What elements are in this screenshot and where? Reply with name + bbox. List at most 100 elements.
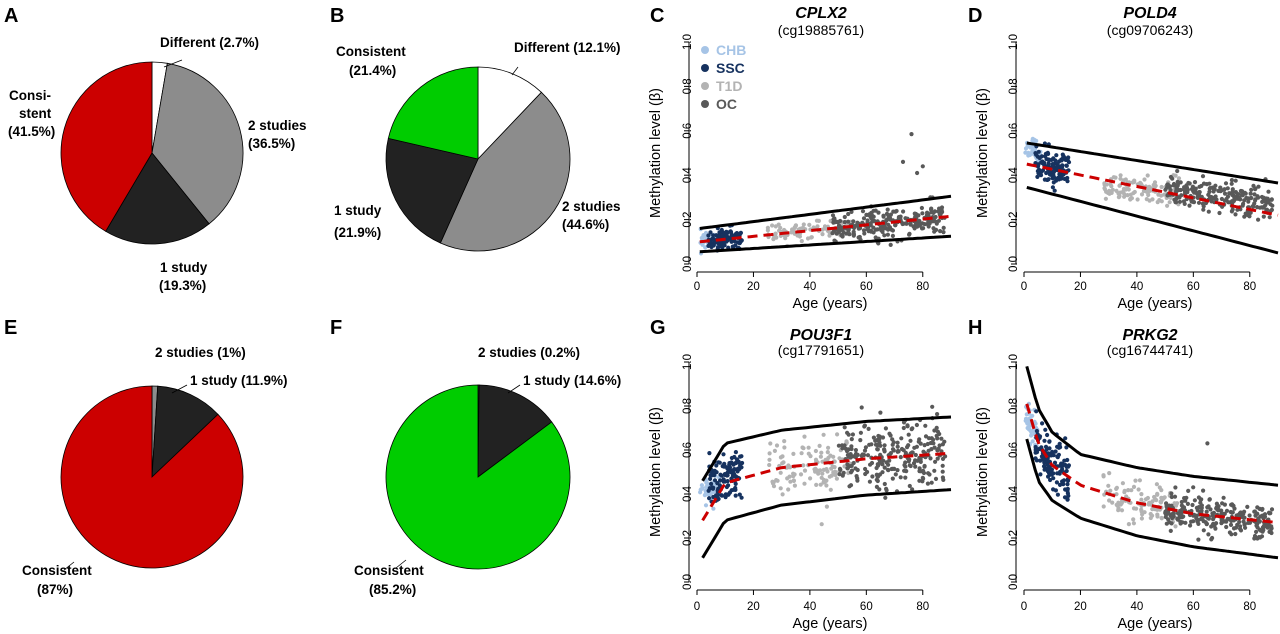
point-t1d bbox=[825, 450, 830, 455]
point-oc bbox=[941, 230, 946, 235]
point-t1d bbox=[824, 483, 829, 488]
point-oc bbox=[1177, 513, 1182, 518]
point-oc bbox=[1232, 195, 1237, 200]
point-oc bbox=[1217, 210, 1222, 216]
point-oc bbox=[925, 210, 930, 215]
point-t1d bbox=[1133, 478, 1138, 483]
point-oc bbox=[861, 216, 867, 221]
point-oc bbox=[922, 443, 927, 448]
point-t1d bbox=[1131, 484, 1137, 489]
upper-bound-curve bbox=[701, 415, 952, 482]
label-1-study-pct: (19.3%) bbox=[159, 278, 206, 293]
point-t1d bbox=[778, 225, 783, 230]
point-oc bbox=[1169, 494, 1174, 500]
point-ssc bbox=[1065, 491, 1070, 496]
point-oc bbox=[1178, 187, 1183, 193]
point-oc bbox=[1235, 192, 1240, 197]
point-oc bbox=[868, 462, 873, 467]
point-t1d bbox=[1159, 516, 1164, 521]
point-chb bbox=[1027, 152, 1032, 157]
point-oc bbox=[1200, 174, 1206, 179]
point-oc bbox=[874, 472, 879, 477]
point-oc bbox=[890, 466, 895, 471]
point-oc bbox=[917, 437, 922, 442]
point-oc bbox=[1253, 186, 1258, 191]
point-t1d bbox=[1114, 486, 1119, 491]
point-t1d bbox=[767, 457, 772, 462]
point-oc bbox=[1242, 198, 1247, 203]
point-oc bbox=[878, 410, 883, 415]
point-oc bbox=[906, 432, 911, 437]
point-oc bbox=[1256, 516, 1261, 521]
point-ssc bbox=[1033, 151, 1038, 156]
y-tick-label: 0.6 bbox=[682, 123, 694, 139]
point-ssc bbox=[733, 450, 739, 455]
label-consistent-2: stent bbox=[19, 106, 52, 121]
point-t1d bbox=[1120, 481, 1125, 486]
y-tick-label: 0.4 bbox=[1008, 485, 1020, 502]
point-ssc bbox=[1045, 466, 1050, 471]
point-oc bbox=[1231, 198, 1236, 204]
lower-bound-curve bbox=[701, 488, 952, 559]
point-oc bbox=[888, 242, 893, 247]
point-oc bbox=[1252, 201, 1257, 206]
point-t1d bbox=[774, 478, 779, 483]
point-ssc bbox=[1051, 487, 1056, 492]
point-oc bbox=[940, 456, 946, 461]
point-ssc bbox=[711, 243, 716, 248]
x-tick-label: 20 bbox=[1074, 281, 1087, 293]
point-chb bbox=[1025, 421, 1030, 426]
point-ssc bbox=[733, 487, 738, 492]
point-oc bbox=[1163, 514, 1168, 520]
point-oc bbox=[901, 209, 906, 214]
point-t1d bbox=[1146, 192, 1151, 198]
point-ssc bbox=[1048, 169, 1054, 174]
point-oc bbox=[865, 225, 870, 230]
point-oc bbox=[1266, 189, 1271, 194]
point-t1d bbox=[820, 459, 825, 464]
point-t1d bbox=[1107, 498, 1112, 503]
point-oc bbox=[865, 453, 871, 458]
point-oc bbox=[931, 437, 936, 442]
point-ssc bbox=[738, 230, 744, 235]
point-oc bbox=[915, 170, 920, 176]
point-ssc bbox=[714, 233, 719, 238]
point-oc bbox=[888, 212, 894, 217]
y-tick-label: 1.0 bbox=[1008, 34, 1020, 50]
point-ssc bbox=[1065, 482, 1070, 487]
point-oc bbox=[913, 452, 918, 458]
pie-slice-2-studies bbox=[439, 91, 571, 252]
point-ssc bbox=[1042, 438, 1047, 443]
point-t1d bbox=[1145, 495, 1150, 501]
point-oc bbox=[1241, 201, 1246, 206]
point-oc bbox=[1191, 189, 1196, 194]
point-oc bbox=[920, 475, 925, 480]
point-oc bbox=[1209, 195, 1214, 200]
point-oc bbox=[1224, 508, 1230, 513]
point-t1d bbox=[832, 459, 837, 464]
point-chb bbox=[1024, 412, 1029, 417]
point-oc bbox=[1166, 511, 1171, 516]
label-leader bbox=[163, 59, 183, 68]
y-tick-label: 0.8 bbox=[682, 78, 694, 94]
point-t1d bbox=[814, 218, 820, 223]
point-oc bbox=[883, 426, 889, 431]
point-ssc bbox=[722, 243, 727, 248]
point-oc bbox=[908, 438, 913, 443]
point-oc bbox=[858, 226, 863, 231]
point-t1d bbox=[1124, 494, 1129, 499]
point-oc bbox=[1190, 502, 1195, 508]
point-t1d bbox=[807, 222, 812, 227]
legend-label-t1d: T1D bbox=[716, 78, 742, 94]
point-oc bbox=[880, 470, 885, 475]
point-oc bbox=[922, 464, 927, 469]
point-oc bbox=[871, 230, 876, 235]
point-t1d bbox=[1142, 177, 1147, 182]
point-t1d bbox=[1119, 508, 1125, 513]
point-chb bbox=[707, 492, 712, 497]
point-oc bbox=[882, 443, 887, 448]
point-t1d bbox=[1131, 521, 1136, 526]
label-2-studies: 2 studies bbox=[562, 199, 621, 214]
point-oc bbox=[1220, 501, 1225, 506]
point-oc bbox=[875, 478, 880, 484]
